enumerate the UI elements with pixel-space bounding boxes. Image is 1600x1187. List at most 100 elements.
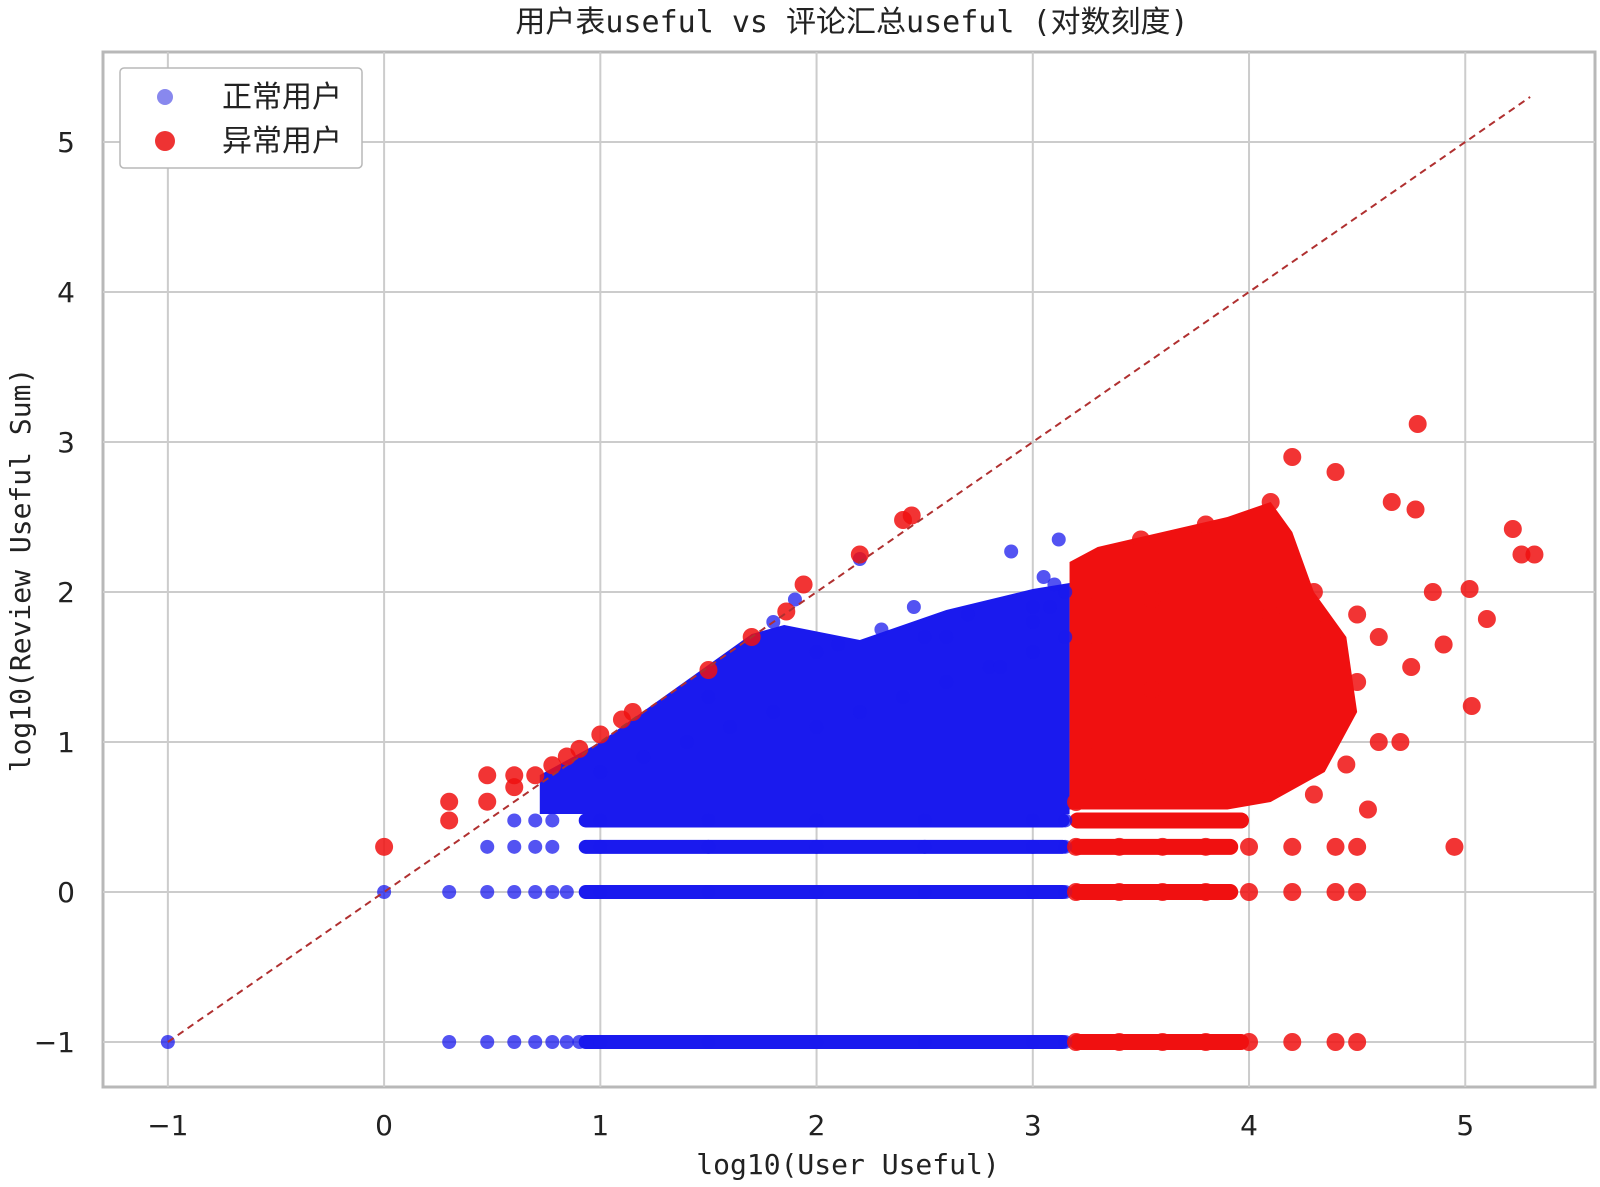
anomalous-user-point [1142, 680, 1161, 699]
normal-user-point [874, 622, 889, 637]
x-tick-label: 2 [808, 1109, 826, 1142]
legend: 正常用户 异常用户 [119, 67, 363, 169]
anomalous-user-point [1110, 883, 1129, 901]
normal-user-point [701, 885, 716, 899]
anomalous-user-point [1218, 733, 1237, 751]
anomalous-user-point [1196, 837, 1215, 856]
normal-user-point [1025, 615, 1040, 629]
y-tick-label: 1 [57, 726, 75, 759]
normal-user-point [528, 813, 543, 828]
normal-user-point [1025, 839, 1040, 854]
y-axis-label: log10(Review Useful Sum) [4, 368, 37, 773]
normal-user-point [917, 839, 932, 854]
normal-user-point [982, 660, 997, 674]
anomalous-user-point [1283, 837, 1302, 856]
normal-user-point [960, 607, 975, 622]
normal-user-point [993, 660, 1008, 674]
x-tick-label: 5 [1456, 1109, 1474, 1142]
normal-user-point [442, 1035, 457, 1049]
anomalous-user-point [478, 792, 497, 811]
normal-user-point [701, 813, 716, 828]
x-tick-label: −1 [147, 1109, 188, 1142]
normal-user-point [852, 705, 867, 719]
normal-user-point [507, 813, 522, 828]
normal-user-point [787, 592, 802, 607]
normal-user-point [809, 885, 824, 899]
normal-point-cloud [539, 583, 1070, 814]
anomalous-user-point [1131, 778, 1150, 796]
anomalous-user-point [1153, 883, 1172, 901]
anomalous-user-point [1460, 580, 1479, 598]
normal-user-point [545, 1035, 560, 1049]
anomalous-user-point [1077, 673, 1096, 691]
normal-user-point [701, 1035, 716, 1049]
anomalous-user-point [1503, 520, 1522, 538]
anomalous-point-band [1069, 812, 1250, 829]
anomalous-user-point [1304, 583, 1323, 601]
anomalous-user-point [1525, 545, 1544, 564]
anomalous-user-point [1067, 837, 1086, 856]
anomalous-user-point [1477, 610, 1496, 628]
normal-user-point [545, 813, 560, 828]
normal-user-point [528, 1035, 543, 1049]
anomalous-user-point [1131, 530, 1150, 549]
y-tick-label: 0 [57, 876, 75, 909]
normal-user-point [939, 630, 954, 644]
normal-user-point [809, 813, 824, 828]
normal-user-point [766, 705, 781, 719]
anomalous-user-point [1088, 628, 1107, 646]
normal-user-point [1025, 1035, 1040, 1049]
anomalous-user-point [1153, 1033, 1172, 1051]
normal-user-point [917, 885, 932, 899]
normal-user-point [701, 839, 716, 854]
anomalous-user-point [1261, 493, 1280, 511]
anomalous-user-point [1142, 590, 1161, 609]
anomalous-user-point [1088, 583, 1107, 601]
normal-user-point [528, 839, 543, 854]
anomalous-user-point [1261, 605, 1280, 624]
normal-user-point [636, 750, 651, 764]
x-tick-label: 0 [375, 1109, 393, 1142]
anomalous-user-point [1067, 793, 1086, 811]
anomalous-user-point [1283, 448, 1302, 466]
anomalous-user-point [1067, 1033, 1086, 1051]
anomalous-user-point [1110, 837, 1129, 856]
anomalous-user-point [1445, 837, 1464, 856]
normal-point-band [578, 885, 1070, 899]
normal-user-point [480, 1035, 495, 1049]
anomalous-user-point [1088, 733, 1107, 751]
anomalous-user-point [1391, 733, 1410, 751]
normal-user-point [593, 813, 608, 828]
normal-user-point [593, 839, 608, 854]
anomalous-user-point [1348, 605, 1367, 624]
y-tick-label: 3 [57, 426, 75, 459]
anomalous-user-point [543, 756, 562, 775]
anomalous-user-point [1218, 643, 1237, 661]
anomalous-user-point [1406, 500, 1425, 519]
anomalous-user-point [1304, 785, 1323, 804]
reference-line [167, 96, 1531, 1043]
anomalous-user-point [1358, 800, 1377, 819]
normal-user-point [583, 1035, 598, 1049]
normal-user-point [507, 839, 522, 854]
normal-user-point [917, 813, 932, 828]
anomalous-user-point [623, 703, 642, 721]
normal-user-point [1058, 630, 1073, 644]
normal-user-point [679, 735, 694, 749]
anomalous-user-point [1240, 883, 1259, 901]
normal-user-point [480, 885, 495, 899]
anomalous-user-point [1408, 415, 1427, 433]
anomalous-user-point [1272, 703, 1291, 721]
anomalous-user-point [1348, 837, 1367, 856]
normal-user-point [572, 1035, 587, 1049]
legend-label-normal: 正常用户 [222, 80, 342, 115]
anomalous-user-point [902, 506, 921, 525]
normal-user-point [809, 720, 824, 734]
normal-user-point [593, 1035, 608, 1049]
normal-user-point [480, 839, 495, 854]
anomalous-point-cloud [1069, 502, 1358, 810]
anomalous-user-point [440, 811, 459, 830]
y-tick-label: 4 [57, 276, 75, 309]
normal-user-point [906, 600, 921, 614]
y-axis-ticks: −1 0 1 2 3 4 5 [34, 126, 75, 1059]
